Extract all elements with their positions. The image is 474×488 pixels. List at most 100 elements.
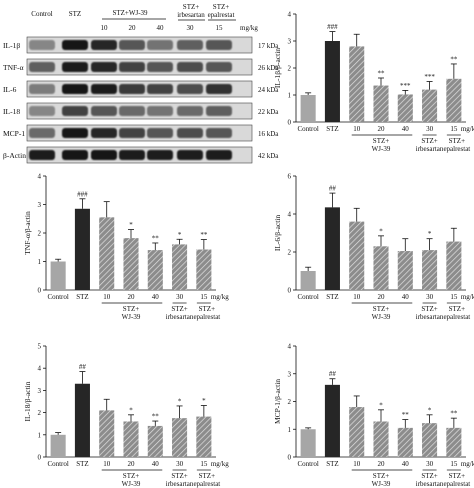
bar [373, 246, 389, 290]
y-tick-label: 1 [288, 426, 292, 434]
blot-band [177, 128, 203, 138]
x-group-label: WJ-39 [372, 145, 391, 153]
bar [74, 208, 90, 290]
significance-label: ** [450, 410, 458, 418]
bar [324, 384, 340, 457]
blot-band [62, 150, 88, 160]
x-label-dose: 40 [402, 125, 410, 133]
x-label-control: Control [297, 293, 318, 301]
x-label-control: Control [297, 125, 318, 133]
blot-band [147, 40, 173, 50]
bar [349, 221, 365, 290]
bar [172, 244, 188, 290]
blot-band [62, 84, 88, 94]
x-label-unit: mg/kg [461, 460, 474, 468]
y-tick-label: 4 [288, 211, 292, 219]
significance-label: ** [402, 411, 410, 419]
x-group-label: WJ-39 [372, 313, 391, 321]
x-group-label: STZ+ [421, 305, 437, 313]
significance-label: * [178, 397, 182, 405]
blot-band [119, 62, 145, 72]
blot-band [29, 106, 55, 116]
x-group-label: STZ+ [199, 472, 215, 480]
significance-label: ## [329, 370, 337, 378]
x-label-control: Control [47, 460, 68, 468]
y-tick-label: 0 [38, 287, 42, 295]
blot-dose-30: 30 [187, 24, 195, 32]
y-axis-label: IL-1β/β-actin [273, 48, 282, 88]
blot-row: IL-18 22 kDa [3, 102, 279, 120]
bar [397, 427, 413, 457]
x-label-dose: 20 [378, 460, 386, 468]
blot-band [147, 150, 173, 160]
blot-dose-15: 15 [216, 24, 224, 32]
x-label-dose: 20 [128, 293, 136, 301]
blot-band [177, 40, 203, 50]
x-group-label: STZ+ [123, 305, 139, 313]
bar [446, 427, 462, 457]
x-group-label: STZ+ [421, 137, 437, 145]
bar [50, 434, 66, 457]
blot-dose-unit: mg/kg [240, 24, 258, 32]
blot-band [62, 40, 88, 50]
blot-band [119, 106, 145, 116]
x-label-stz: STZ [326, 293, 338, 301]
blot-kda-label: 17 kDa [258, 42, 279, 50]
significance-label: * [202, 397, 206, 405]
x-label-dose: 40 [402, 460, 410, 468]
x-group-label: WJ-39 [372, 480, 391, 488]
y-tick-label: 1 [38, 431, 42, 439]
bar [373, 85, 389, 122]
y-axis-label: IL-18/β-actin [23, 381, 32, 421]
x-label-dose: 30 [176, 293, 184, 301]
blot-band [206, 128, 232, 138]
x-label-unit: mg/kg [211, 293, 229, 301]
significance-label: * [379, 401, 383, 409]
bar [300, 429, 316, 457]
blot-band [177, 84, 203, 94]
y-tick-label: 0 [288, 287, 292, 295]
x-group-label: STZ+ [373, 137, 389, 145]
bar [373, 421, 389, 457]
significance-label: *** [400, 82, 411, 90]
western-blot: Control STZ STZ+WJ-39 STZ+ irbesartan ST… [3, 3, 279, 164]
blot-band [177, 150, 203, 160]
x-group-label: irbesartan [166, 313, 194, 321]
blot-band [91, 106, 117, 116]
blot-row: TNF-α 26 kDa [3, 58, 279, 76]
x-label-dose: 30 [176, 460, 184, 468]
significance-label: ** [378, 69, 386, 77]
blot-protein-label: IL-6 [3, 85, 17, 94]
significance-label: ## [329, 185, 337, 193]
bar [446, 78, 462, 122]
bar [349, 46, 365, 122]
blot-band [62, 62, 88, 72]
y-tick-label: 4 [38, 365, 42, 373]
bar [422, 423, 438, 457]
y-tick-label: 3 [38, 387, 42, 395]
bar [422, 250, 438, 290]
y-tick-label: 4 [288, 11, 292, 19]
x-label-stz: STZ [76, 460, 88, 468]
y-tick-label: 2 [288, 65, 292, 73]
y-tick-label: 4 [288, 343, 292, 351]
bar [196, 249, 212, 290]
blot-protein-label: MCP-1 [3, 129, 25, 138]
y-tick-label: 2 [288, 249, 292, 257]
y-tick-label: 2 [38, 409, 42, 417]
x-group-label: epalrestat [193, 313, 220, 321]
x-group-label: irbesartan [416, 480, 444, 488]
blot-band [119, 150, 145, 160]
x-group-label: irbesartan [166, 480, 194, 488]
blot-band [206, 40, 232, 50]
bar [446, 241, 462, 290]
x-group-label: STZ+ [171, 305, 187, 313]
bar [300, 95, 316, 122]
y-tick-label: 3 [288, 38, 292, 46]
x-label-dose: 15 [200, 293, 208, 301]
x-label-dose: 30 [426, 460, 434, 468]
y-tick-label: 4 [38, 173, 42, 181]
x-group-label: STZ+ [123, 472, 139, 480]
